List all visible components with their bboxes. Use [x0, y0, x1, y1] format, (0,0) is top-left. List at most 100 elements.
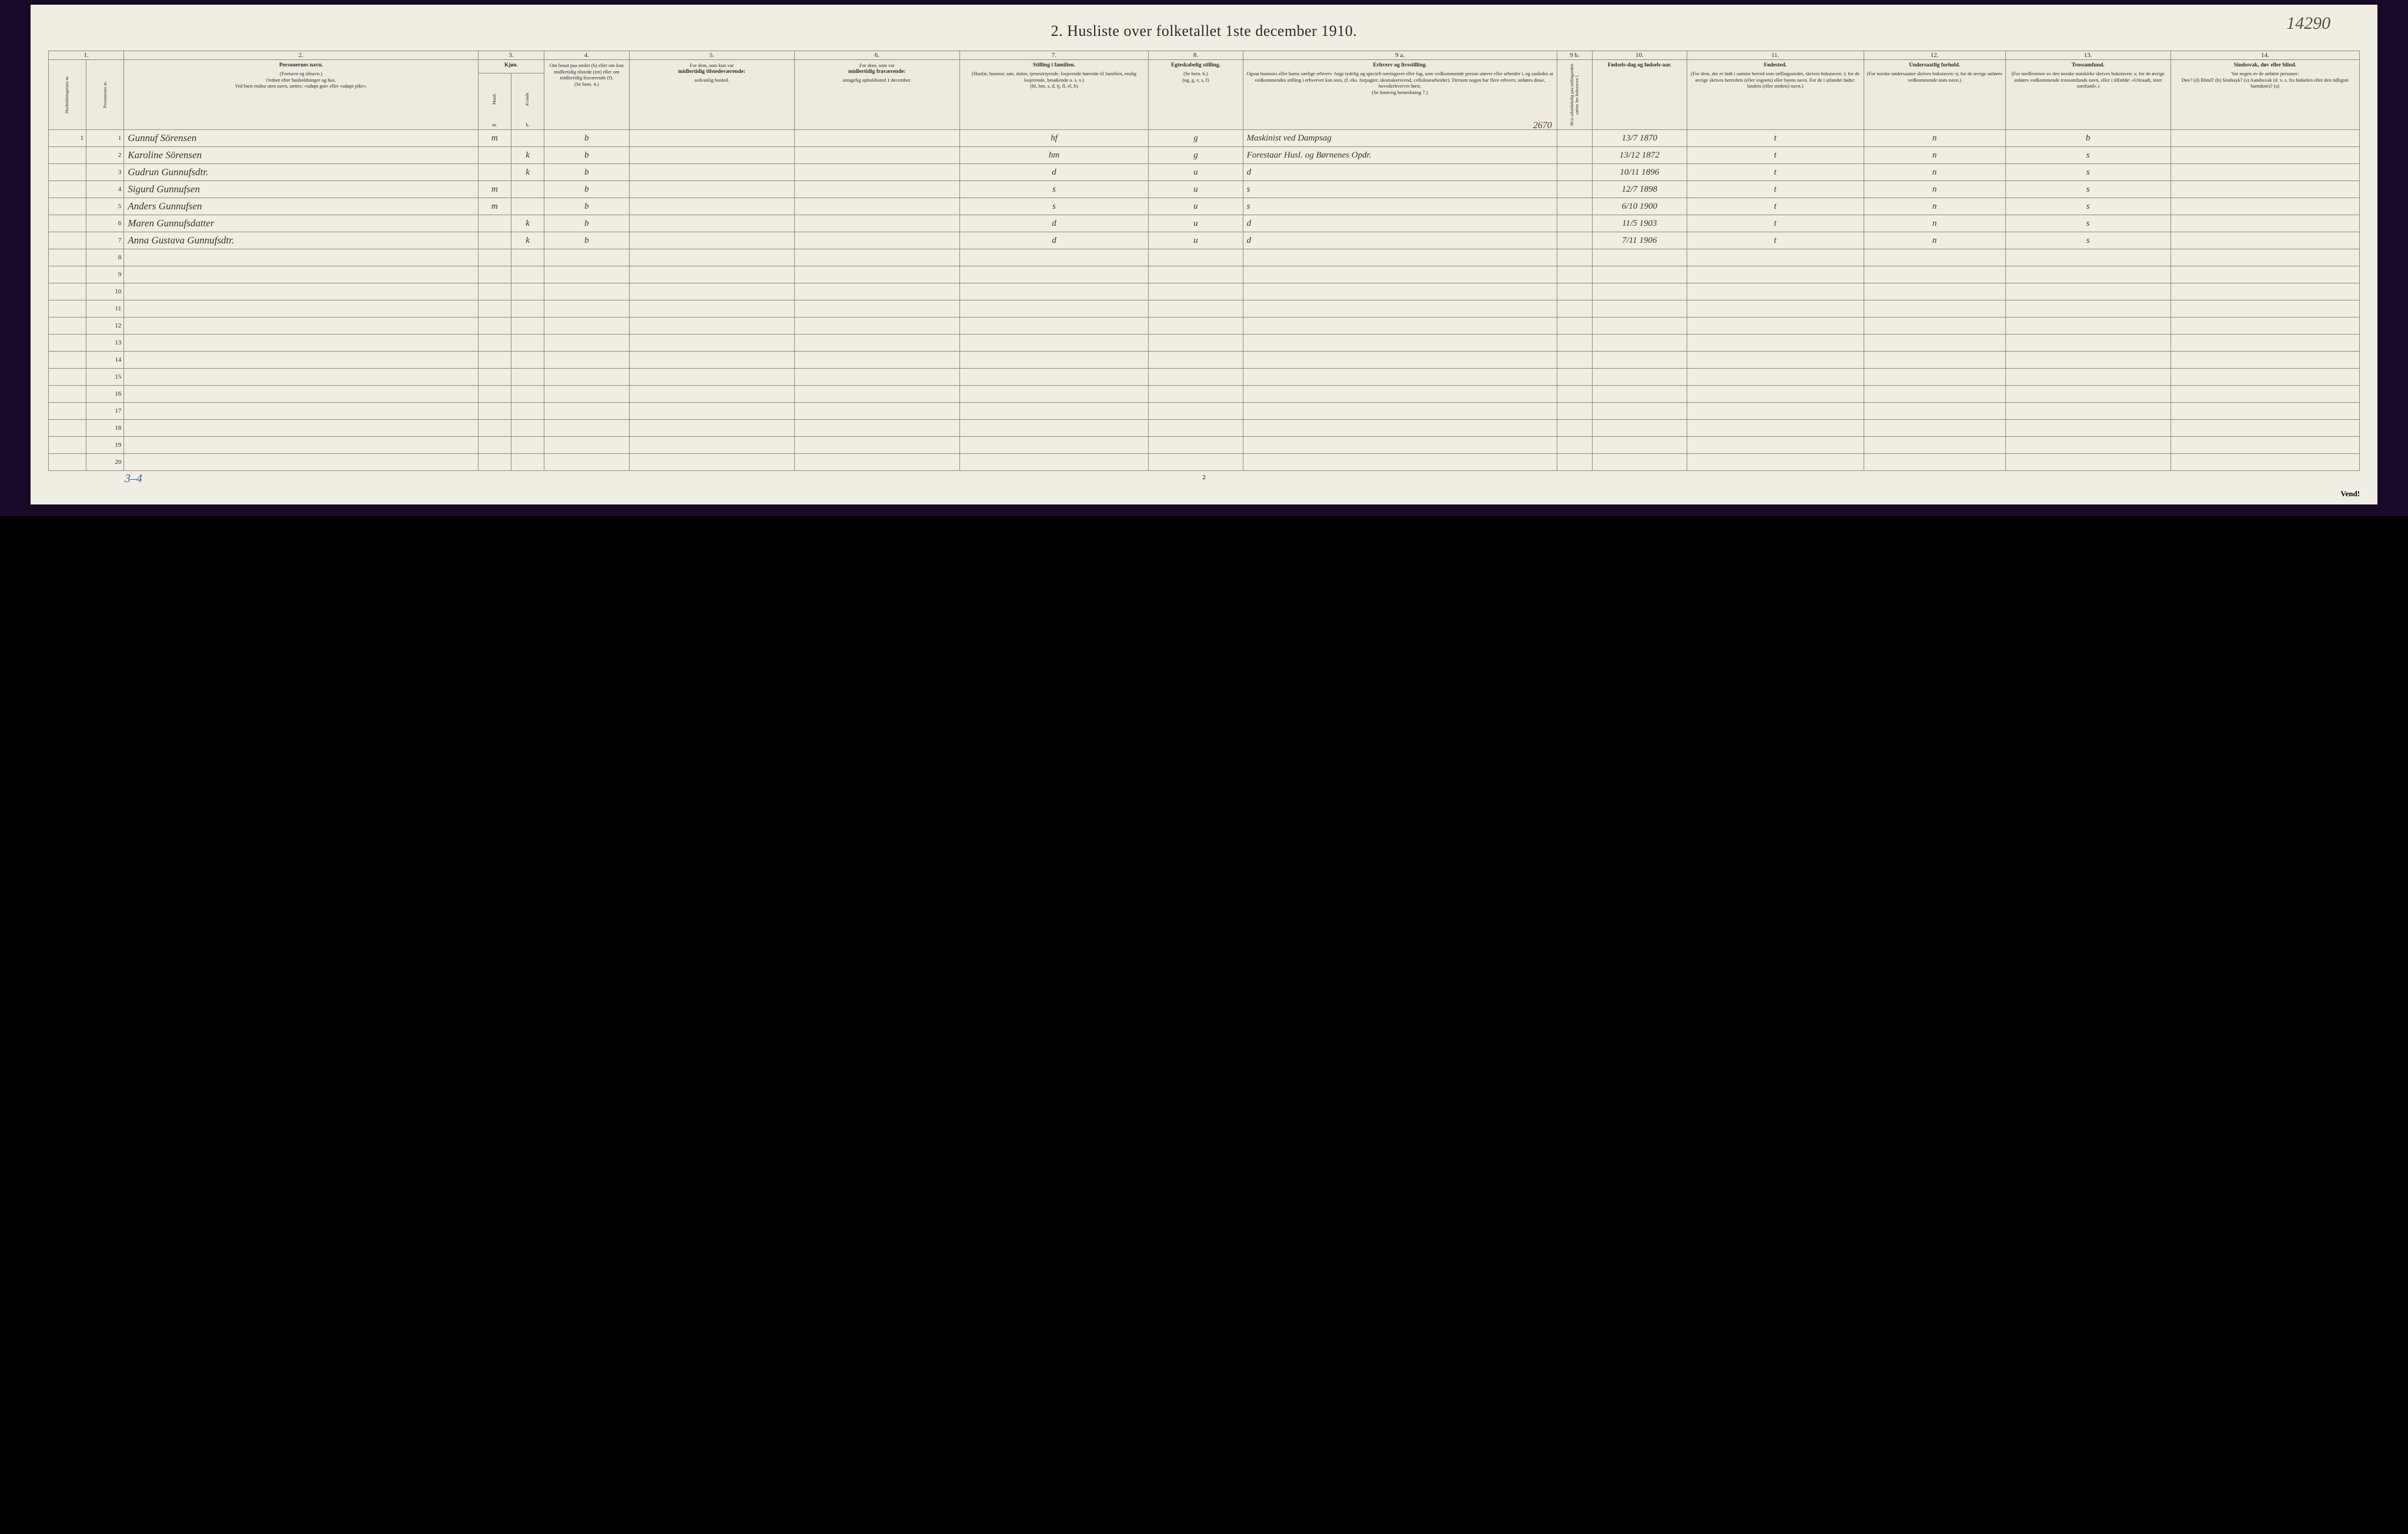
cell	[1592, 369, 1687, 386]
hdr-dob: Fødsels-dag og fødsels-aar.	[1592, 60, 1687, 130]
cell	[124, 283, 478, 300]
cell: g	[1149, 147, 1243, 164]
cell: Maren Gunnufsdatter	[124, 215, 478, 232]
cell	[1149, 352, 1243, 369]
cell: 16	[86, 386, 124, 403]
cell	[1243, 437, 1557, 454]
cell	[959, 420, 1148, 437]
cell: t	[1687, 181, 1864, 198]
cell: m	[478, 198, 511, 215]
cell	[511, 437, 544, 454]
cell	[1592, 318, 1687, 335]
cell	[959, 335, 1148, 352]
subhdr-female: Kvinde. k.	[511, 73, 544, 130]
cell: 7/11 1906	[1592, 232, 1687, 249]
colnum-12: 12.	[1864, 51, 2005, 60]
table-row: 6Maren Gunnufsdatterkbdud11/5 1903tns	[48, 215, 2359, 232]
colnum-11: 11.	[1687, 51, 1864, 60]
cell	[2005, 454, 2170, 471]
cell: Karoline Sörensen	[124, 147, 478, 164]
cell	[1557, 437, 1592, 454]
cell: u	[1149, 232, 1243, 249]
cell	[544, 386, 630, 403]
cell	[1687, 266, 1864, 283]
cell	[124, 386, 478, 403]
cell	[794, 403, 959, 420]
cell: u	[1149, 198, 1243, 215]
cell	[511, 318, 544, 335]
cell	[48, 164, 86, 181]
cell	[2170, 318, 2359, 335]
cell	[629, 215, 794, 232]
cell: s	[959, 181, 1148, 198]
cell	[478, 300, 511, 318]
cell: Gudrun Gunnufsdtr.	[124, 164, 478, 181]
cell	[48, 300, 86, 318]
cell	[2170, 147, 2359, 164]
cell: 17	[86, 403, 124, 420]
cell	[1864, 369, 2005, 386]
colnum-13: 13.	[2005, 51, 2170, 60]
cell	[48, 283, 86, 300]
cell: 10/11 1896	[1592, 164, 1687, 181]
hdr-residence: Om bosat paa stedet (b) eller om kun mid…	[544, 60, 630, 130]
cell	[2170, 369, 2359, 386]
cell	[794, 369, 959, 386]
cell	[2005, 283, 2170, 300]
cell	[2170, 386, 2359, 403]
cell	[511, 403, 544, 420]
cell	[794, 386, 959, 403]
hdr-hhnr: Husholdningernes nr.	[48, 60, 86, 130]
hdr-religion: Trossamfund. (For medlemmer av den norsk…	[2005, 60, 2170, 130]
cell	[1592, 266, 1687, 283]
cell	[2170, 420, 2359, 437]
cell	[1557, 454, 1592, 471]
cell	[1557, 300, 1592, 318]
table-row-empty: 8	[48, 249, 2359, 266]
cell: b	[544, 232, 630, 249]
table-row: 11Gunnuf SörensenmbhfgMaskinist ved Damp…	[48, 130, 2359, 147]
cell	[48, 403, 86, 420]
cell	[1592, 420, 1687, 437]
colnum-14: 14.	[2170, 51, 2359, 60]
cell: s	[1243, 198, 1557, 215]
cell	[1557, 215, 1592, 232]
cell	[544, 403, 630, 420]
cell	[1149, 283, 1243, 300]
cell: 8	[86, 249, 124, 266]
cell	[1592, 249, 1687, 266]
cell: Anna Gustava Gunnufsdtr.	[124, 232, 478, 249]
cell	[1687, 454, 1864, 471]
hdr-marital: Egteskabelig stilling. (Se bem. 6.) (ug,…	[1149, 60, 1243, 130]
cell	[1687, 420, 1864, 437]
census-paper: 14290 2. Husliste over folketallet 1ste …	[31, 5, 2377, 504]
cell	[959, 454, 1148, 471]
cell: s	[2005, 181, 2170, 198]
cell	[124, 318, 478, 335]
cell	[544, 249, 630, 266]
cell	[1557, 164, 1592, 181]
document-title: 2. Husliste over folketallet 1ste decemb…	[48, 22, 2360, 40]
cell: t	[1687, 164, 1864, 181]
cell	[48, 249, 86, 266]
cell	[544, 283, 630, 300]
cell: k	[511, 164, 544, 181]
cell: 19	[86, 437, 124, 454]
cell	[1557, 403, 1592, 420]
cell	[48, 215, 86, 232]
cell	[511, 283, 544, 300]
cell	[1149, 437, 1243, 454]
cell	[959, 386, 1148, 403]
cell	[2170, 198, 2359, 215]
table-row-empty: 11	[48, 300, 2359, 318]
cell	[48, 266, 86, 283]
cell: d	[959, 215, 1148, 232]
cell	[544, 335, 630, 352]
cell: 10	[86, 283, 124, 300]
colnum-9a: 9 a.	[1243, 51, 1557, 60]
cell: d	[1243, 232, 1557, 249]
cell: 18	[86, 420, 124, 437]
cell	[1557, 335, 1592, 352]
cell: k	[511, 215, 544, 232]
cell	[959, 403, 1148, 420]
